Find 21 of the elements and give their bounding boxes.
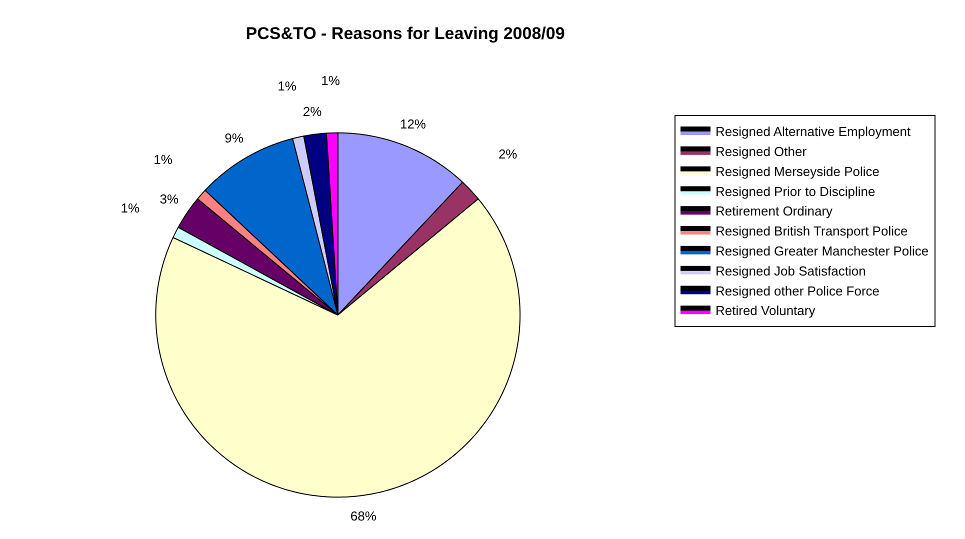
legend-label: Resigned British Transport Police xyxy=(716,224,908,239)
legend-label: Resigned Alternative Employment xyxy=(716,124,911,140)
data-label: 3% xyxy=(160,192,180,207)
data-label: 1% xyxy=(321,73,340,88)
chart-title: PCS&TO - Reasons for Leaving 2008/09 xyxy=(246,24,565,43)
legend-label: Retirement Ordinary xyxy=(716,204,834,219)
data-label: 12% xyxy=(400,116,426,132)
data-label: 1% xyxy=(120,200,140,216)
legend-label: Resigned Prior to Discipline xyxy=(716,184,876,199)
data-label: 9% xyxy=(224,130,244,146)
data-label: 68% xyxy=(350,508,377,524)
data-label: 1% xyxy=(154,152,173,168)
legend-label: Retired Voluntary xyxy=(716,303,816,318)
data-label: 2% xyxy=(498,146,518,162)
legend-label: Resigned Greater Manchester Police xyxy=(716,244,929,258)
data-label: 2% xyxy=(302,104,322,119)
legend-label: Resigned Merseyside Police xyxy=(716,164,880,179)
data-label: 1% xyxy=(278,78,297,94)
legend-label: Resigned other Police Force xyxy=(716,283,880,298)
legend-label: Resigned Other xyxy=(716,144,808,159)
legend-label: Resigned Job Satisfaction xyxy=(716,263,866,278)
